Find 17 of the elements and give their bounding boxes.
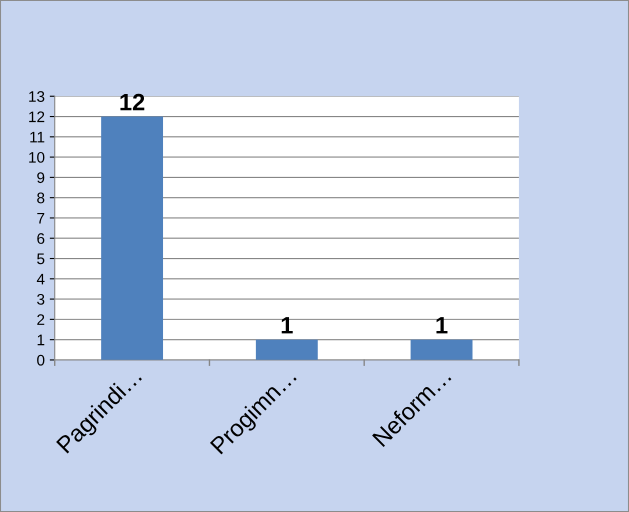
y-tick-label: 4 [36,274,45,284]
data-label: 1 [282,317,293,334]
y-tick-label: 12 [29,111,44,122]
y-tick-label: 3 [37,294,44,305]
y-tick-label: 1 [38,334,44,346]
y-tick-label: 0 [37,354,44,366]
data-label: 12 [120,94,144,110]
y-tick-label: 2 [37,314,44,325]
y-tick-label: 6 [37,233,44,244]
data-label: 1 [436,317,448,334]
y-tick-label: 5 [37,254,44,264]
y-tick-label: 10 [29,152,44,163]
y-tick-label: 7 [37,212,44,224]
y-tick-label: 13 [29,91,44,102]
y-tick-label: 9 [37,172,44,184]
y-tick-label: 8 [37,192,44,204]
y-tick-label: 11 [30,132,44,142]
